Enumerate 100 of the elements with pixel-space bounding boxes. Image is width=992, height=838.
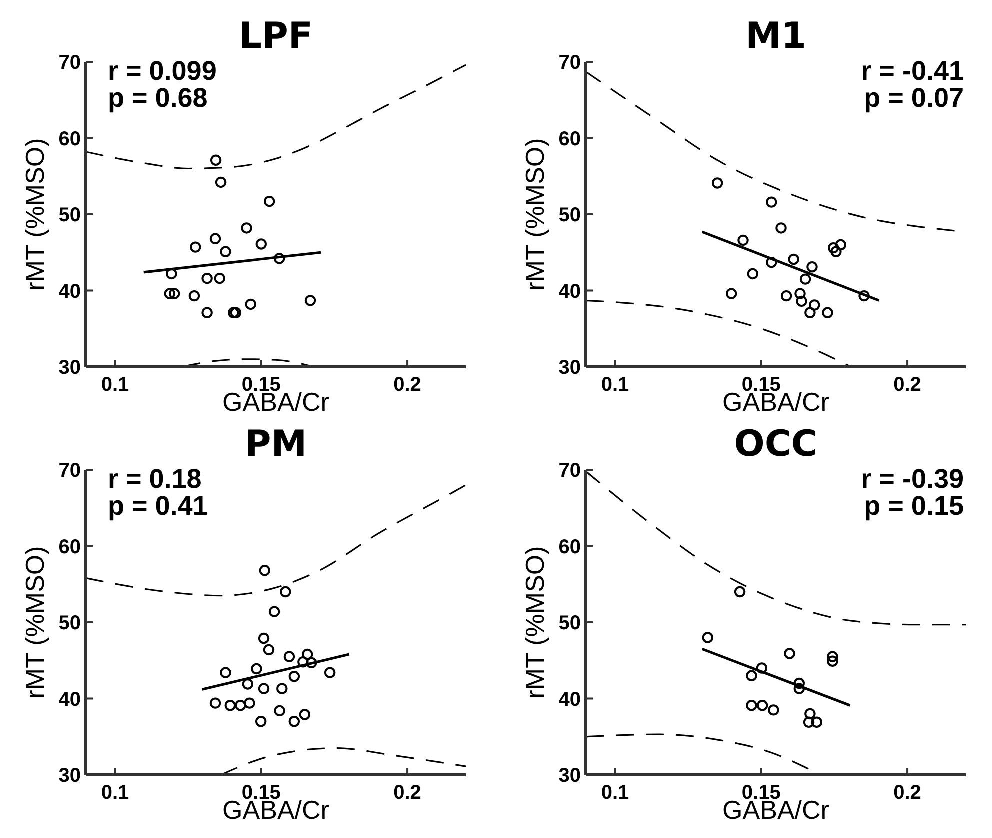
y-tick-label: 70 <box>58 460 81 482</box>
point <box>263 644 275 656</box>
point <box>811 716 823 728</box>
point <box>276 683 288 694</box>
point <box>235 700 246 712</box>
x-tick-label: 0.2 <box>394 374 422 396</box>
chart-title: LPF <box>239 16 313 57</box>
point <box>784 648 796 660</box>
point <box>284 651 296 662</box>
point <box>245 298 256 310</box>
line-series <box>220 748 466 775</box>
y-tick-label: 40 <box>558 280 581 303</box>
point <box>220 246 232 258</box>
point <box>304 295 316 306</box>
point <box>306 657 318 669</box>
point <box>274 705 286 717</box>
y-tick-label: 50 <box>558 612 581 634</box>
y-tick-label: 50 <box>558 204 581 226</box>
point <box>746 670 758 682</box>
y-tick-label: 30 <box>558 357 581 379</box>
x-tick-label: 0.2 <box>894 782 922 804</box>
annotation: p = 0.15 <box>864 491 964 521</box>
point <box>835 239 846 251</box>
point <box>827 656 838 667</box>
point <box>780 290 792 302</box>
point <box>747 268 759 280</box>
y-tick-label: 70 <box>558 52 581 74</box>
point <box>258 683 270 694</box>
point <box>794 683 805 694</box>
point <box>299 709 311 720</box>
point <box>268 606 280 618</box>
point <box>794 678 805 690</box>
point <box>804 307 816 318</box>
point <box>224 700 236 712</box>
point <box>768 704 780 716</box>
y-tick-label: 70 <box>58 52 81 74</box>
point <box>806 262 818 273</box>
point <box>258 632 270 644</box>
y-tick-label: 40 <box>58 280 81 303</box>
chart-title: M1 <box>746 16 806 57</box>
annotation: r = 0.18 <box>108 464 202 494</box>
y-tick-label: 60 <box>58 128 81 150</box>
y-axis-title: rMT (%MSO) <box>20 546 50 699</box>
y-tick-label: 60 <box>558 536 581 558</box>
point <box>808 300 820 311</box>
y-tick-label: 30 <box>58 357 81 379</box>
point <box>274 253 286 264</box>
point <box>244 698 256 709</box>
point <box>264 196 276 208</box>
chart-title: PM <box>244 424 308 465</box>
annotation: p = 0.41 <box>108 491 208 521</box>
point <box>800 274 812 285</box>
x-tick-label: 0.1 <box>601 374 630 396</box>
y-tick-label: 70 <box>558 460 581 482</box>
point <box>241 222 252 234</box>
y-tick-label: 40 <box>558 688 581 711</box>
annotation: r = 0.099 <box>108 56 217 86</box>
point <box>288 716 300 728</box>
point <box>756 662 768 674</box>
annotation: p = 0.68 <box>108 83 208 113</box>
point <box>256 238 267 250</box>
point <box>734 586 746 598</box>
x-tick-label: 0.1 <box>601 782 630 804</box>
point <box>230 307 242 318</box>
point <box>822 307 834 318</box>
x-tick-label: 0.1 <box>101 374 130 396</box>
point <box>796 296 808 308</box>
x-tick-label: 0.1 <box>101 782 130 804</box>
y-tick-label: 30 <box>58 765 81 787</box>
y-tick-label: 60 <box>558 128 581 150</box>
point <box>756 700 768 712</box>
x-tick-label: 0.2 <box>394 782 422 804</box>
point <box>259 565 270 576</box>
point <box>712 178 724 189</box>
point <box>210 154 222 166</box>
y-tick-label: 50 <box>58 204 81 226</box>
y-tick-label: 30 <box>558 765 581 787</box>
point <box>255 716 267 728</box>
point <box>298 656 309 668</box>
point <box>302 648 314 660</box>
point <box>288 671 300 682</box>
point <box>702 632 714 644</box>
line-series <box>586 300 850 367</box>
annotation: r = -0.39 <box>861 464 964 494</box>
point <box>202 272 213 284</box>
point <box>251 663 262 675</box>
point <box>164 288 176 300</box>
point <box>202 307 213 318</box>
point <box>827 651 838 662</box>
point <box>188 290 200 302</box>
y-axis-title: rMT (%MSO) <box>520 546 550 699</box>
y-tick-label: 50 <box>58 612 81 634</box>
point <box>766 256 778 268</box>
point <box>804 708 816 720</box>
point <box>830 246 842 258</box>
annotation: r = -0.41 <box>861 56 964 86</box>
point <box>858 290 870 302</box>
point <box>726 288 738 300</box>
y-axis-title: rMT (%MSO) <box>520 138 550 291</box>
point <box>220 667 232 678</box>
